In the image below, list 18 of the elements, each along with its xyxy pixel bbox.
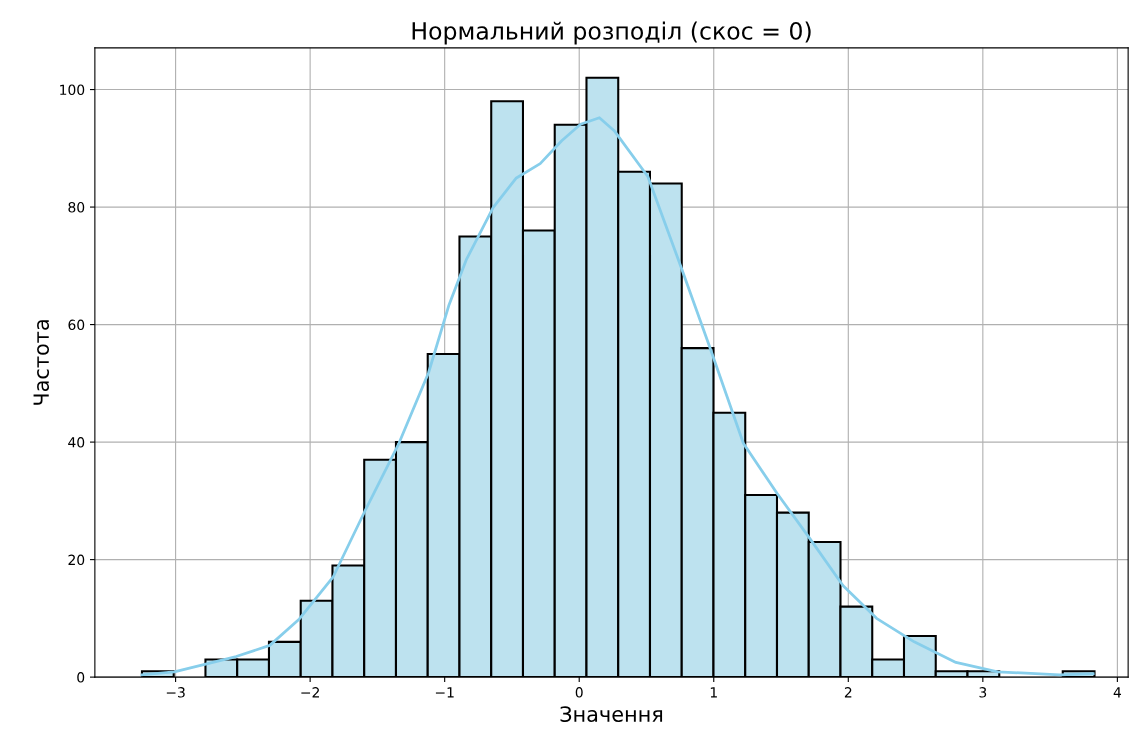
x-axis-title: Значення [560,706,663,722]
y-tick-label: 20 [68,554,85,566]
y-axis-title: Частота [33,320,50,405]
x-tick-label: 4 [1113,687,1122,698]
x-tick-label: 2 [844,687,852,698]
y-tick-label: 60 [68,319,85,331]
x-tick-label: −1 [435,687,454,698]
chart-title: Нормальний розподіл (скос = 0) [412,21,811,45]
line-series [140,116,1095,677]
x-tick-label: −3 [166,687,185,698]
x-tick-label: 1 [710,687,717,698]
y-tick-label: 0 [77,672,85,683]
x-tick-label: 0 [575,687,583,698]
y-tick-label: 80 [68,202,85,213]
y-tick-label: 100 [60,84,85,96]
y-tick-label: 40 [68,437,85,448]
x-tick-label: 3 [979,687,987,698]
x-tick-label: −2 [301,687,319,698]
